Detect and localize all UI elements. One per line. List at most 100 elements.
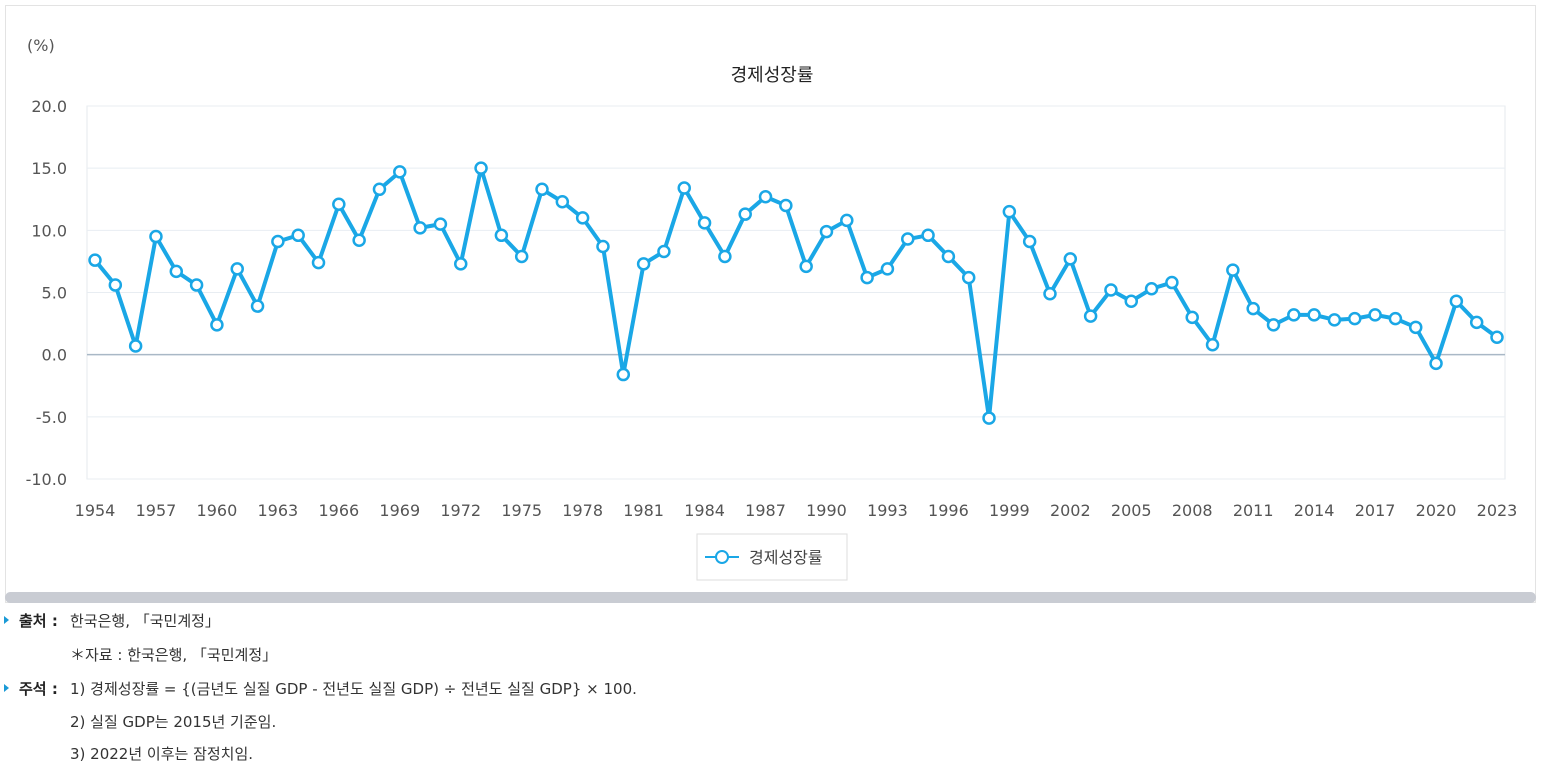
data-point[interactable] xyxy=(575,211,590,225)
data-point[interactable] xyxy=(697,216,712,230)
x-tick-label: 1993 xyxy=(867,501,908,520)
data-point[interactable] xyxy=(1002,204,1017,219)
y-unit-label: (%) xyxy=(27,36,55,55)
data-point[interactable] xyxy=(941,249,956,264)
data-point[interactable] xyxy=(189,278,204,292)
data-point[interactable] xyxy=(1266,318,1281,332)
data-point[interactable] xyxy=(718,249,732,264)
data-point[interactable] xyxy=(657,244,671,259)
data-point[interactable] xyxy=(474,161,488,175)
data-point[interactable] xyxy=(758,190,773,204)
data-point[interactable] xyxy=(372,182,387,197)
data-point[interactable] xyxy=(596,239,610,254)
x-tick-label: 1966 xyxy=(318,501,359,520)
data-point[interactable] xyxy=(1408,320,1423,335)
data-point[interactable] xyxy=(1327,313,1342,327)
data-point[interactable] xyxy=(961,270,976,285)
horizontal-scrollbar[interactable] xyxy=(5,592,1536,603)
data-point[interactable] xyxy=(1124,294,1139,308)
y-tick-label: 15.0 xyxy=(31,159,67,178)
data-point[interactable] xyxy=(1165,275,1179,290)
x-tick-label: 1996 xyxy=(928,501,969,520)
data-point[interactable] xyxy=(880,262,895,276)
data-point[interactable] xyxy=(636,257,651,271)
x-tick-label: 1981 xyxy=(623,501,664,520)
data-point[interactable] xyxy=(799,259,813,274)
data-point[interactable] xyxy=(433,217,448,231)
chart-legend[interactable]: 경제성장률 xyxy=(696,533,848,581)
x-tick-label: 1960 xyxy=(197,501,238,520)
data-point[interactable] xyxy=(393,165,407,179)
data-point[interactable] xyxy=(1185,310,1199,325)
x-tick-label: 2005 xyxy=(1111,501,1152,520)
data-point[interactable] xyxy=(1287,308,1301,322)
data-point[interactable] xyxy=(1469,315,1484,330)
data-point[interactable] xyxy=(1063,252,1078,266)
data-point[interactable] xyxy=(250,299,265,313)
data-point[interactable] xyxy=(921,228,935,243)
x-tick-label: 1954 xyxy=(75,501,116,520)
x-tick-label: 1957 xyxy=(136,501,177,520)
data-point[interactable] xyxy=(1246,301,1260,316)
data-point[interactable] xyxy=(1368,308,1382,322)
chart-container: (%) 경제성장률 20.0 15.0 10.0 5.0 0.0 -5.0 -10.0 195… xyxy=(5,5,1536,603)
data-point[interactable] xyxy=(779,198,793,213)
data-point[interactable] xyxy=(1429,356,1443,371)
data-point[interactable] xyxy=(982,411,996,425)
data-point[interactable] xyxy=(1144,282,1159,296)
data-point[interactable] xyxy=(311,255,326,270)
y-tick-label: -10.0 xyxy=(26,470,67,489)
remark-line: 2) 실질 GDP는 2015년 기준임. xyxy=(70,713,277,731)
data-point[interactable] xyxy=(1490,330,1504,345)
data-point[interactable] xyxy=(453,257,468,271)
chart-title: 경제성장률 xyxy=(731,65,814,86)
source-text: 한국은행, 「국민계정」 xyxy=(70,612,220,630)
remark-line: 3) 2022년 이후는 잠정치임. xyxy=(70,745,254,763)
data-point[interactable] xyxy=(108,278,123,292)
data-point[interactable] xyxy=(1307,308,1321,322)
data-point[interactable] xyxy=(1083,309,1098,323)
data-point[interactable] xyxy=(616,367,631,382)
data-point[interactable] xyxy=(677,181,691,195)
x-tick-label: 2014 xyxy=(1294,501,1335,520)
data-point[interactable] xyxy=(494,228,509,243)
data-point[interactable] xyxy=(291,228,305,243)
line-chart: (%) 경제성장률 20.0 15.0 10.0 5.0 0.0 -5.0 -10.0 195… xyxy=(26,36,1518,581)
data-point[interactable] xyxy=(332,197,346,211)
data-point[interactable] xyxy=(1388,311,1403,326)
data-point[interactable] xyxy=(169,264,184,279)
data-point[interactable] xyxy=(901,232,915,246)
data-point[interactable] xyxy=(1022,234,1037,249)
x-tick-label: 2020 xyxy=(1416,501,1457,520)
data-point[interactable] xyxy=(352,233,366,248)
source-sub-text: ＊자료 : 한국은행, 「국민계정」 xyxy=(70,646,278,664)
data-point[interactable] xyxy=(555,194,570,209)
data-point[interactable] xyxy=(230,262,244,276)
data-point[interactable] xyxy=(840,213,854,228)
data-point[interactable] xyxy=(535,182,549,197)
data-point[interactable] xyxy=(413,221,427,235)
remark-label: 주석 : xyxy=(19,680,58,698)
data-point[interactable] xyxy=(860,270,874,285)
data-point[interactable] xyxy=(738,207,752,221)
data-point[interactable] xyxy=(1449,294,1464,308)
data-point[interactable] xyxy=(1226,263,1240,277)
data-point[interactable] xyxy=(88,253,102,267)
data-point[interactable] xyxy=(271,234,285,249)
series-line xyxy=(93,166,1499,421)
x-tick-label: 1990 xyxy=(806,501,847,520)
data-point[interactable] xyxy=(128,339,143,353)
data-point[interactable] xyxy=(1043,286,1057,301)
data-point[interactable] xyxy=(514,249,529,264)
data-point[interactable] xyxy=(149,229,163,244)
data-point[interactable] xyxy=(1205,337,1220,352)
x-tick-label: 2023 xyxy=(1477,501,1518,520)
data-point[interactable] xyxy=(1348,311,1362,326)
data-point[interactable] xyxy=(210,318,224,332)
data-point[interactable] xyxy=(819,224,834,239)
x-tick-label: 2008 xyxy=(1172,501,1213,520)
data-point[interactable] xyxy=(1104,283,1118,297)
legend-marker-icon xyxy=(715,550,729,564)
y-tick-label: -5.0 xyxy=(36,408,67,427)
x-tick-label: 2011 xyxy=(1233,501,1274,520)
